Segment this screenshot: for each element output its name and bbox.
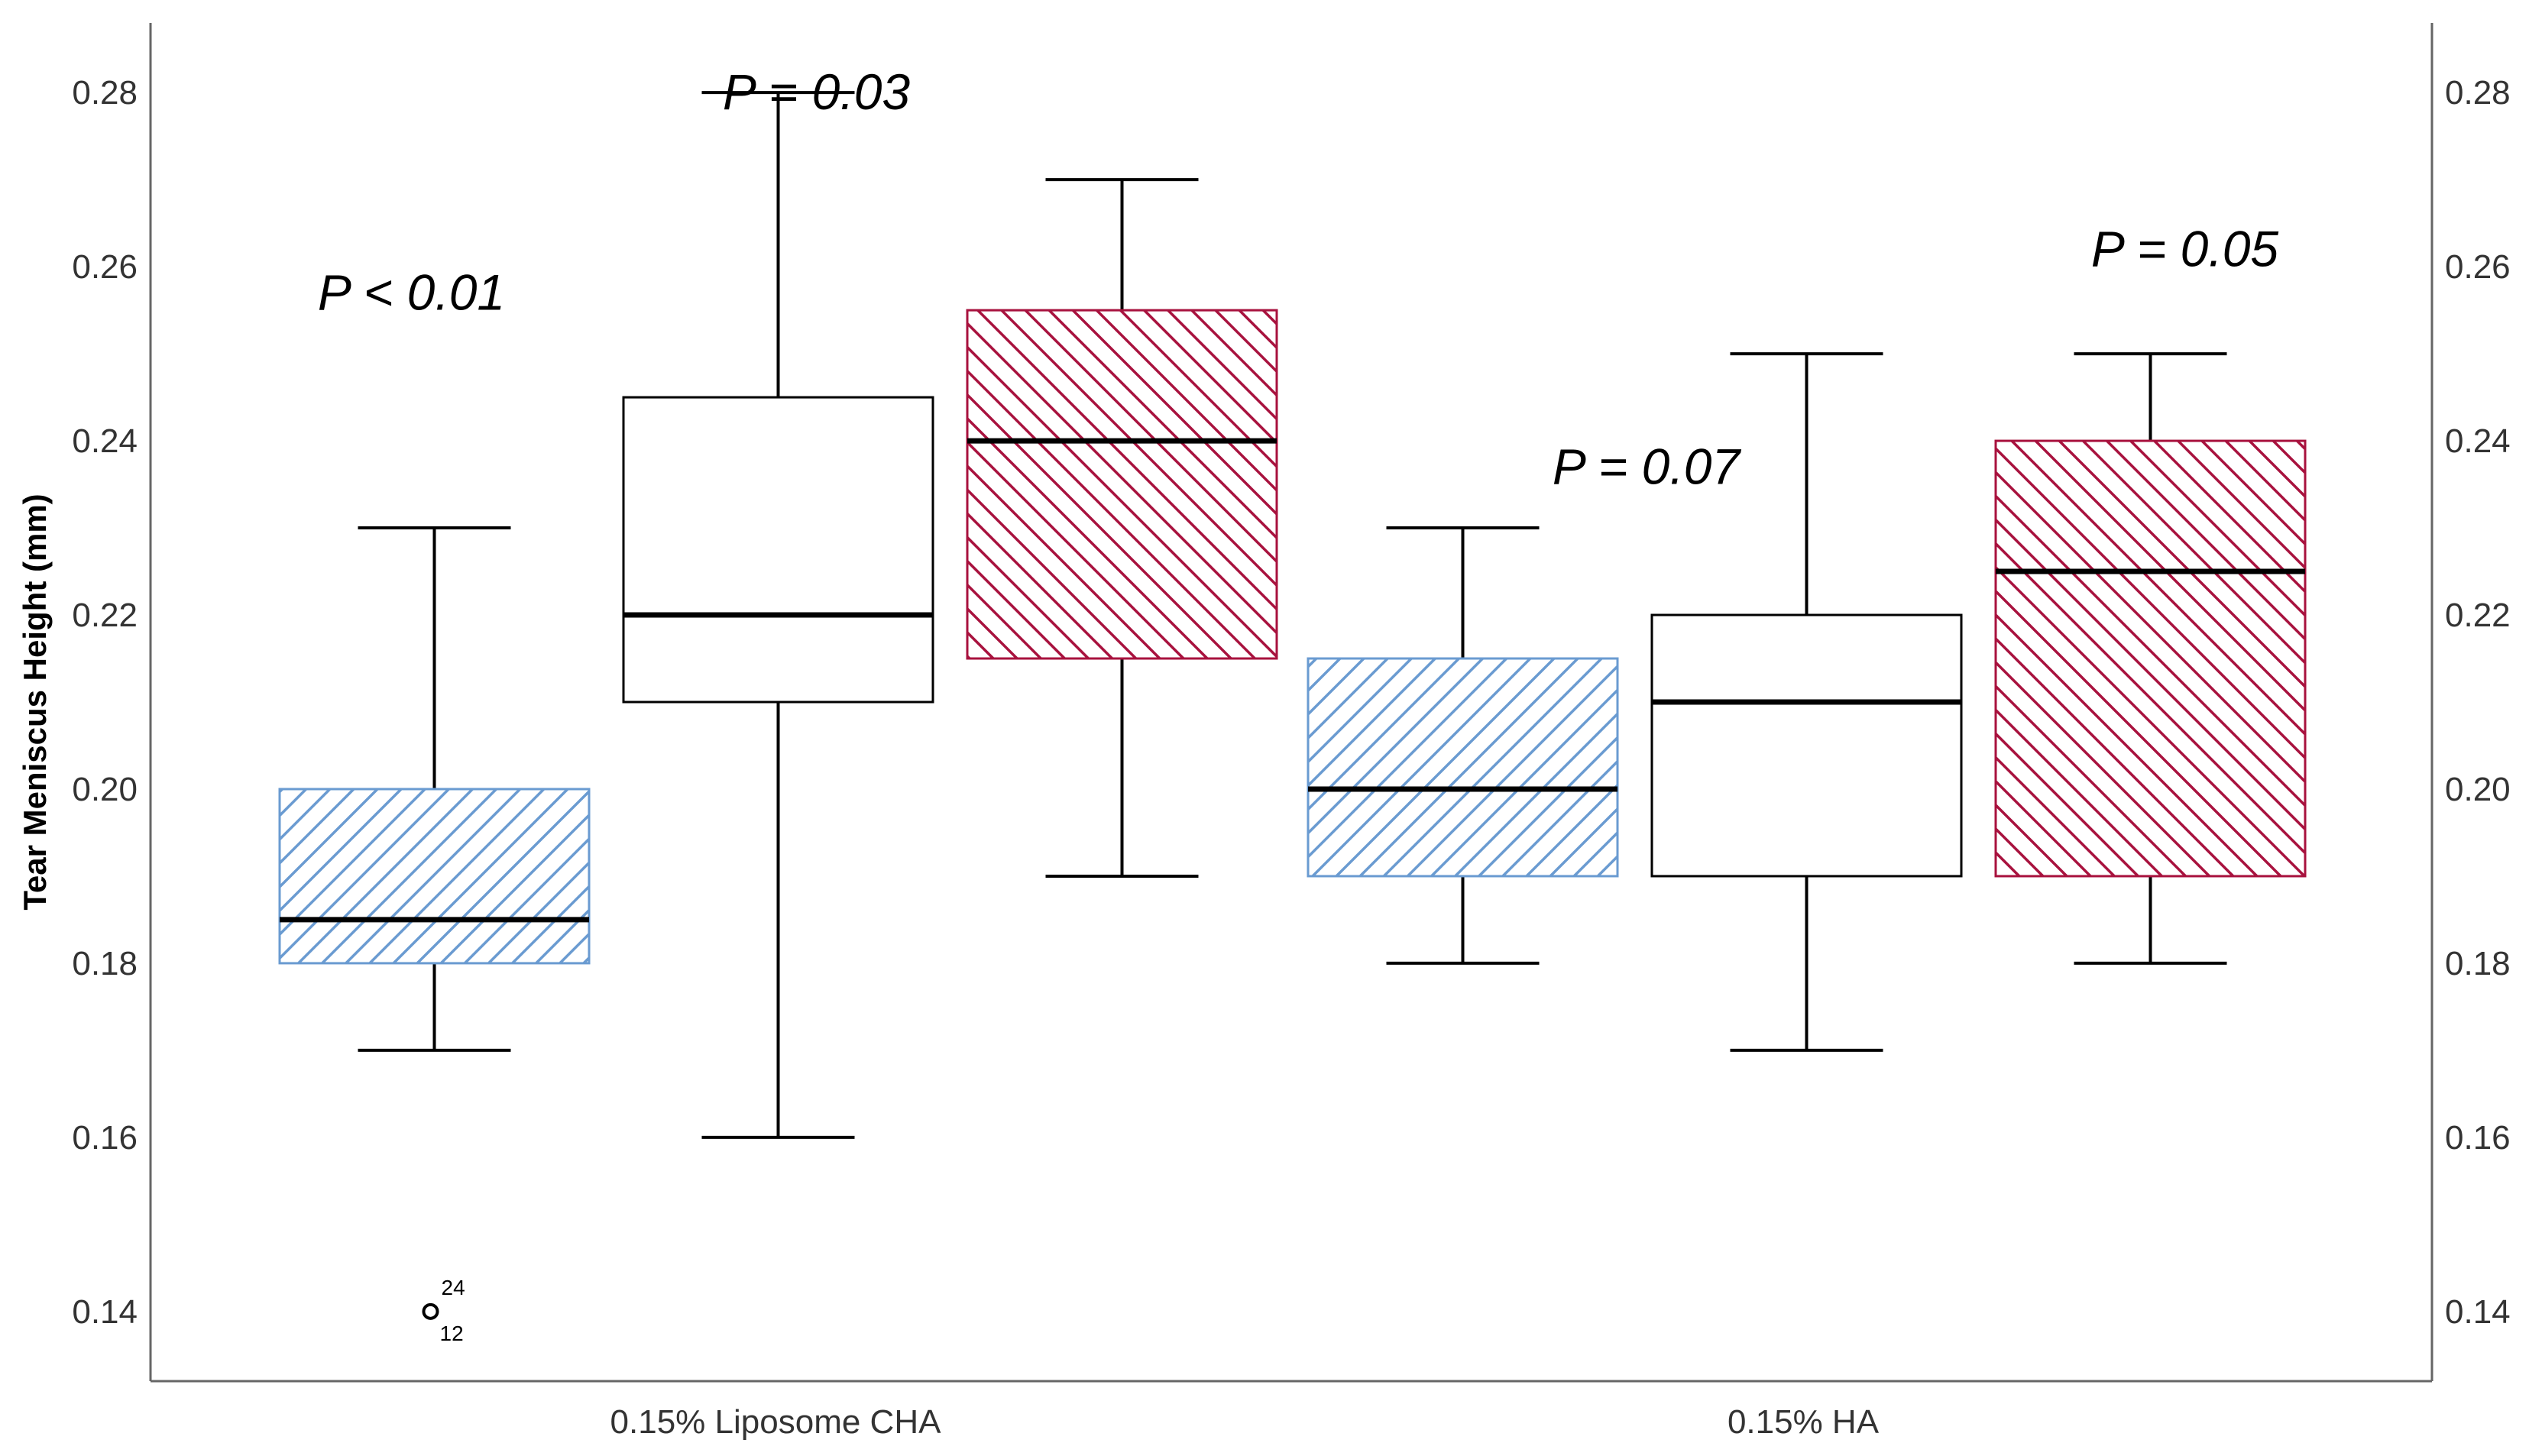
y-tick-label-right: 0.14 [2445, 1293, 2511, 1331]
iqr-box [1994, 439, 2307, 878]
box-5 [1994, 352, 2307, 965]
boxes [278, 91, 2307, 1139]
iqr-box [278, 788, 591, 965]
outlier-label-top: 24 [442, 1276, 465, 1299]
p-value-annotations: P < 0.01 P = 0.03 P = 0.07 P = 0.05 [318, 63, 2279, 494]
plot-frame [149, 23, 2433, 1383]
category-label-liposome-cha: 0.15% Liposome CHA [610, 1403, 942, 1441]
y-tick-label: 0.16 [72, 1119, 138, 1157]
p-value-label: P = 0.07 [1553, 438, 1742, 494]
left-tick-labels: 0.14 0.16 0.18 0.20 0.22 0.24 0.26 0.28 [72, 74, 138, 1331]
box-0 [278, 526, 591, 1052]
right-tick-labels: 0.14 0.16 0.18 0.20 0.22 0.24 0.26 0.28 [2445, 74, 2511, 1331]
p-value-label: P = 0.03 [723, 63, 911, 120]
y-tick-label-right: 0.18 [2445, 945, 2511, 982]
box-3 [1307, 526, 1619, 965]
y-tick-label-right: 0.22 [2445, 597, 2511, 634]
y-axis-title: Tear Meniscus Height (mm) [17, 493, 53, 910]
y-tick-label: 0.26 [72, 248, 138, 286]
y-tick-label: 0.22 [72, 597, 138, 634]
box-1 [622, 91, 934, 1139]
iqr-box [1307, 657, 1619, 878]
iqr-box [1650, 613, 1963, 878]
p-value-label: P < 0.01 [318, 264, 505, 320]
y-tick-label-right: 0.28 [2445, 74, 2511, 112]
category-label-ha: 0.15% HA [1728, 1403, 1880, 1441]
y-tick-label-right: 0.20 [2445, 771, 2511, 808]
y-tick-label-right: 0.16 [2445, 1119, 2511, 1157]
box-2 [966, 178, 1278, 878]
y-tick-label: 0.24 [72, 422, 138, 460]
y-tick-label: 0.14 [72, 1293, 138, 1331]
p-value-label: P = 0.05 [2091, 220, 2279, 277]
y-tick-label: 0.18 [72, 945, 138, 982]
outlier-point [422, 1302, 439, 1320]
outliers: 24 12 [422, 1276, 465, 1345]
y-tick-label: 0.20 [72, 771, 138, 808]
box-4 [1650, 352, 1963, 1052]
y-tick-label: 0.28 [72, 74, 138, 112]
y-tick-label-right: 0.26 [2445, 248, 2511, 286]
outlier-label-bottom: 12 [440, 1322, 464, 1345]
iqr-box [622, 396, 934, 704]
y-tick-label-right: 0.24 [2445, 422, 2511, 460]
iqr-box [966, 309, 1278, 660]
